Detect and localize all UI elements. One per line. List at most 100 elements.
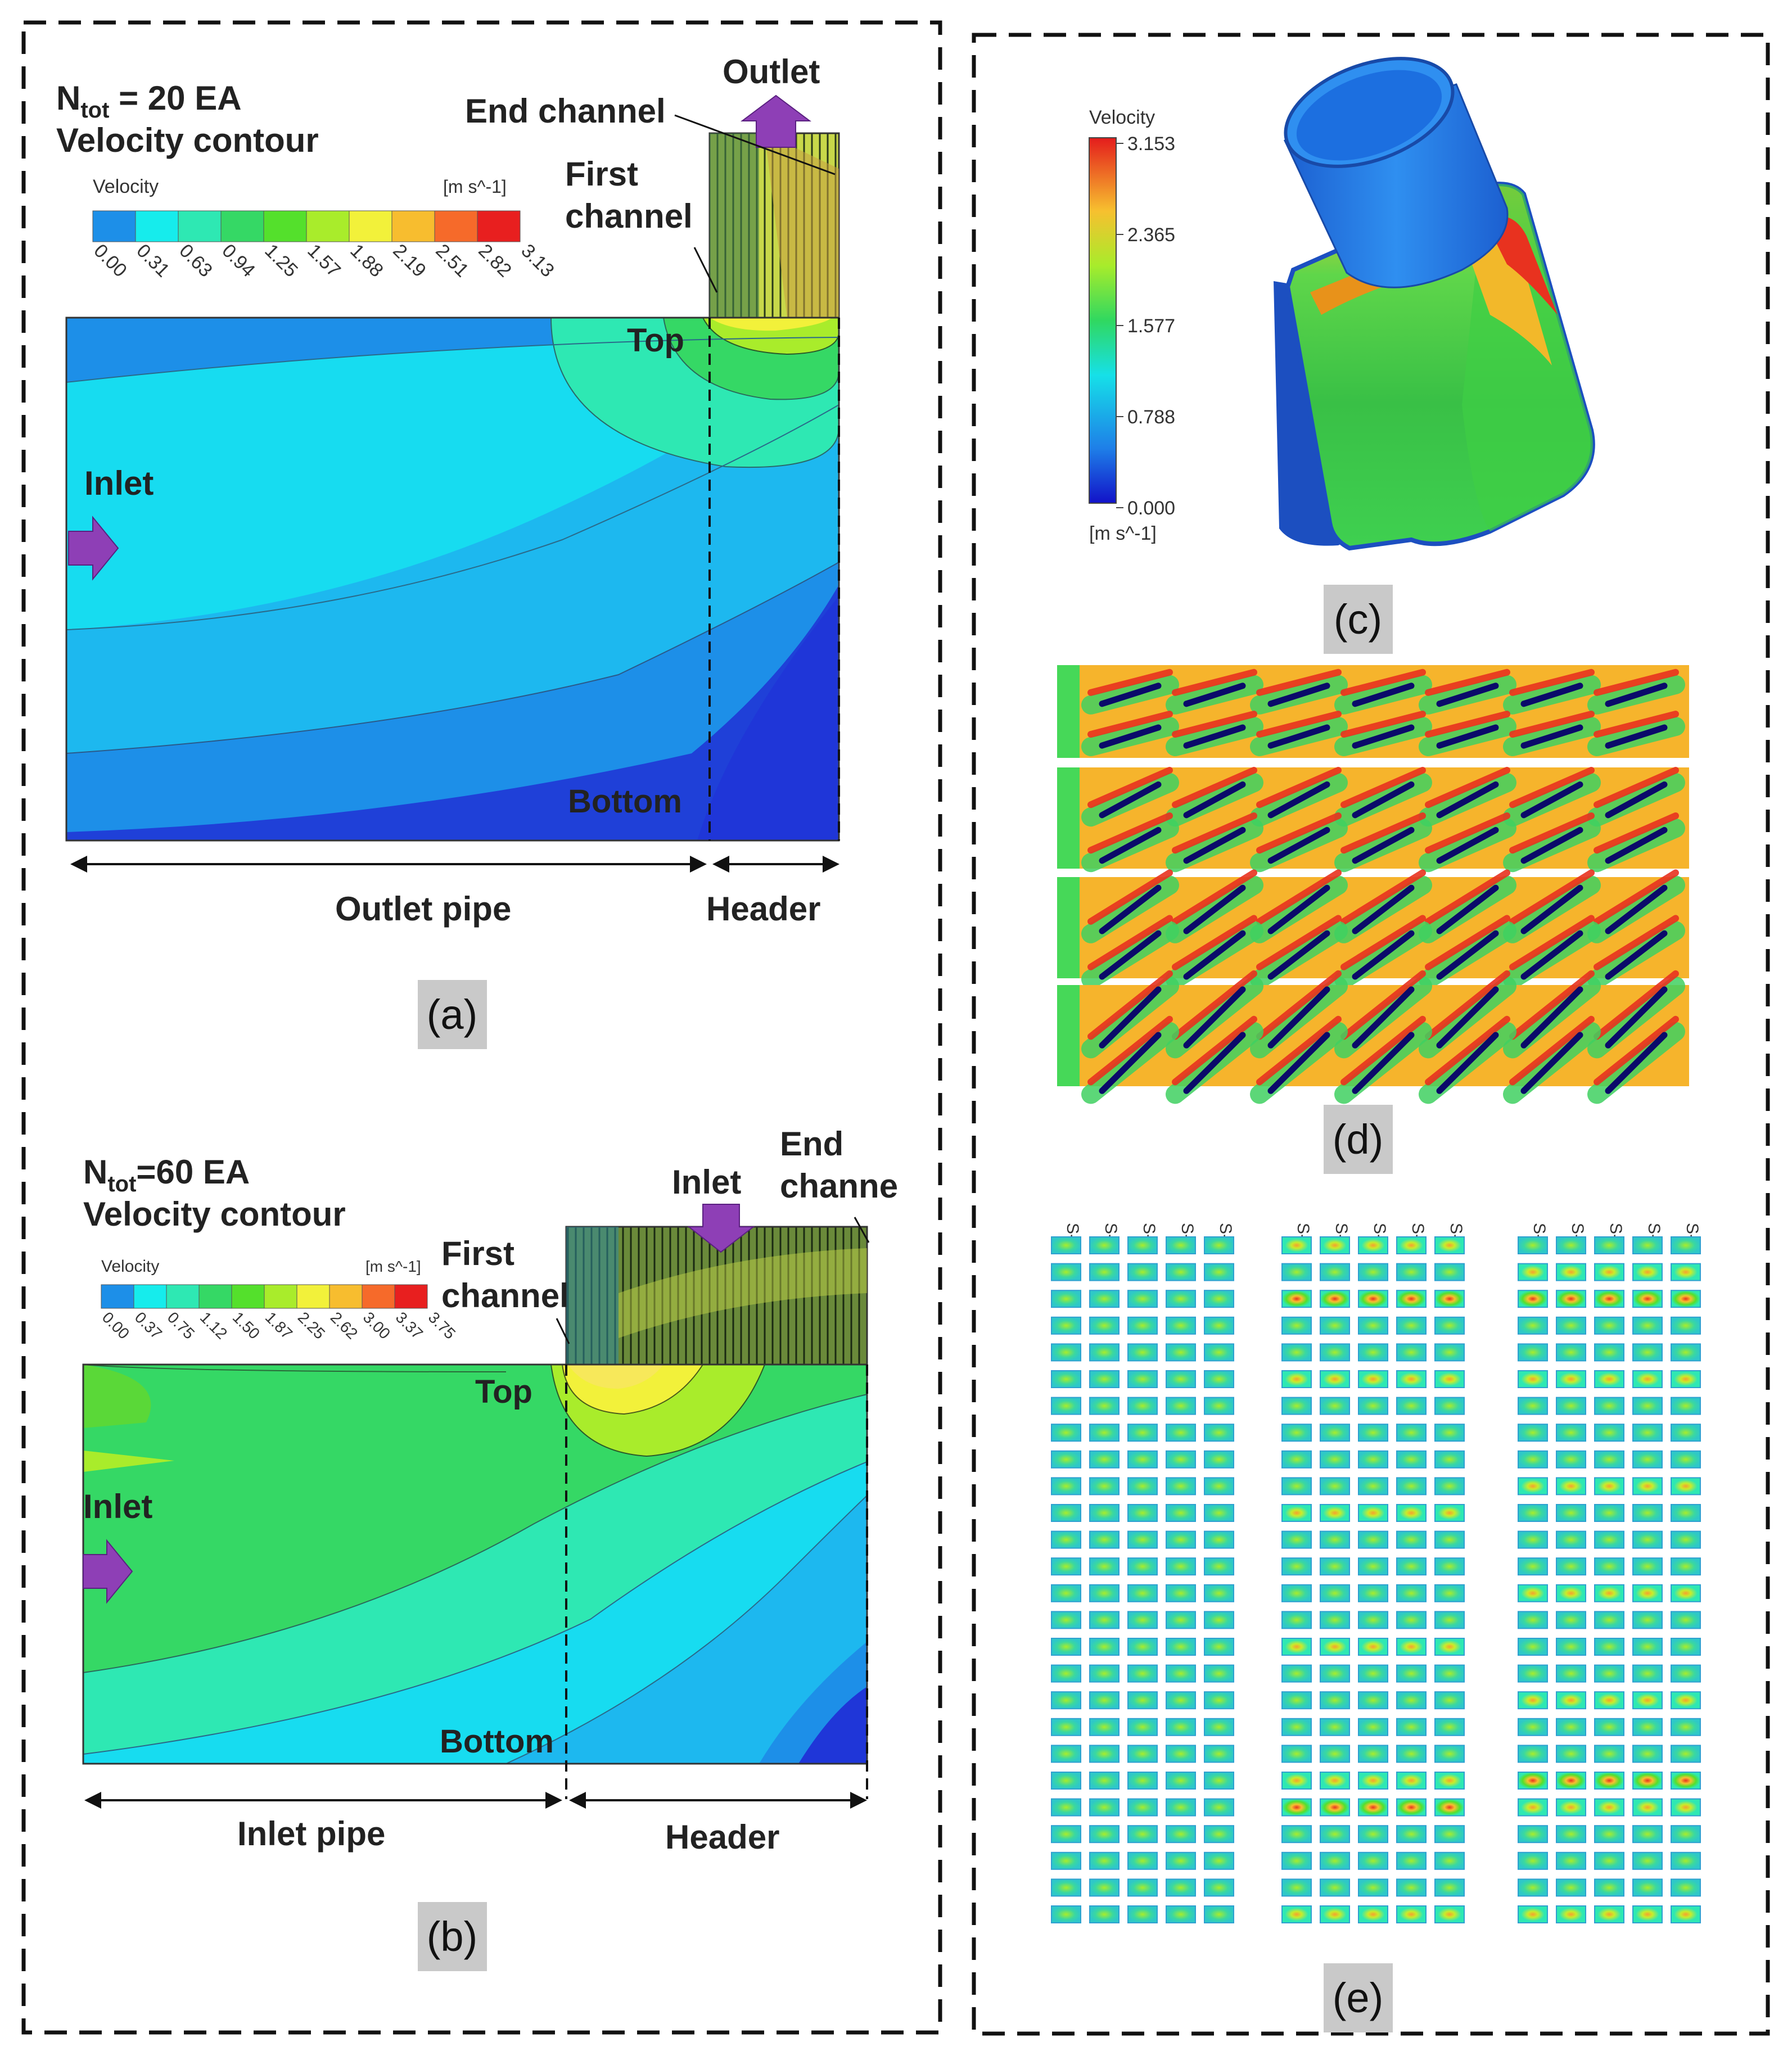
e-cell <box>1594 1450 1624 1469</box>
d-caption: (d) <box>1333 1116 1383 1163</box>
d-fin <box>1605 724 1668 749</box>
d-jet <box>1087 869 1173 925</box>
d-jet <box>1425 767 1510 808</box>
e-cell <box>1556 1557 1586 1576</box>
c-legend-tick: 0.000 <box>1127 498 1175 519</box>
e-cell <box>1434 1584 1465 1602</box>
c-legend-ticks: 3.153 2.365 1.577 0.788 0.000 <box>1116 133 1175 519</box>
e-cell <box>1051 1397 1081 1415</box>
e-cell <box>1166 1772 1196 1790</box>
e-cell <box>1320 1825 1350 1844</box>
d-jet <box>1594 812 1679 854</box>
b-inlet-top-arrow-icon <box>687 1204 755 1253</box>
e-cell <box>1089 1584 1120 1602</box>
d-fin <box>1352 930 1415 980</box>
d-fin <box>1267 930 1330 980</box>
d-jet <box>1172 767 1257 808</box>
e-cell <box>1594 1504 1624 1522</box>
e-cell <box>1281 1611 1312 1629</box>
e-cell <box>1594 1905 1624 1923</box>
d-fin <box>1099 781 1162 819</box>
d-jet <box>1256 767 1342 808</box>
e-cell <box>1051 1290 1081 1308</box>
e-cell <box>1166 1397 1196 1415</box>
e-cell <box>1051 1905 1081 1923</box>
e-cell <box>1166 1236 1196 1254</box>
e-cell <box>1204 1691 1234 1710</box>
e-cell <box>1051 1477 1081 1496</box>
e-cell <box>1127 1504 1158 1522</box>
b-legend-swatch <box>264 1284 297 1309</box>
e-cell <box>1166 1691 1196 1710</box>
e-cell <box>1089 1343 1120 1362</box>
d-fin <box>1267 1032 1330 1094</box>
e-cell <box>1671 1370 1701 1388</box>
e-cell <box>1166 1718 1196 1736</box>
e-cell <box>1281 1557 1312 1576</box>
e-cell <box>1671 1745 1701 1763</box>
e-cell <box>1051 1236 1081 1254</box>
d-jet <box>1340 970 1426 1040</box>
d-jet <box>1340 668 1426 696</box>
e-cell <box>1594 1772 1624 1790</box>
e-cell <box>1632 1718 1663 1736</box>
e-cell <box>1358 1905 1388 1923</box>
e-cell <box>1358 1584 1388 1602</box>
e-cell <box>1320 1530 1350 1549</box>
e-cell <box>1518 1450 1548 1469</box>
e-cell <box>1204 1851 1234 1870</box>
b-legend-swatch <box>394 1284 428 1309</box>
e-cell <box>1166 1611 1196 1629</box>
e-cell <box>1358 1343 1388 1362</box>
e-cell <box>1556 1718 1586 1736</box>
e-cell <box>1204 1504 1234 1522</box>
d-jet <box>1087 1015 1173 1086</box>
d-jet <box>1172 869 1257 925</box>
e-cell <box>1396 1718 1427 1736</box>
e-cell <box>1051 1263 1081 1281</box>
e-cell <box>1556 1370 1586 1388</box>
e-cell <box>1358 1477 1388 1496</box>
e-cell <box>1204 1772 1234 1790</box>
d-fin <box>1605 826 1668 864</box>
a-legend-tick: 0.31 <box>132 240 174 282</box>
b-header-label: Header <box>665 1818 779 1856</box>
e-cell <box>1320 1584 1350 1602</box>
e-cell <box>1358 1611 1388 1629</box>
b-legend-swatch <box>296 1284 330 1309</box>
b-inlet-arrow-icon <box>83 1539 133 1604</box>
e-cell <box>1434 1236 1465 1254</box>
c-legend-unit: [m s^-1] <box>1089 523 1157 544</box>
e-cell <box>1358 1370 1388 1388</box>
d-fin <box>1520 986 1583 1049</box>
e-cell <box>1281 1584 1312 1602</box>
b-legend-swatch <box>198 1284 232 1309</box>
e-cell <box>1518 1825 1548 1844</box>
e-cell <box>1320 1638 1350 1656</box>
e-cell <box>1434 1370 1465 1388</box>
e-cell <box>1671 1316 1701 1335</box>
e-cell <box>1204 1236 1234 1254</box>
e-cell <box>1434 1745 1465 1763</box>
d-jet <box>1087 711 1173 738</box>
e-cell <box>1434 1530 1465 1549</box>
b-legend-swatch <box>133 1284 167 1309</box>
e-cell <box>1166 1825 1196 1844</box>
e-cell <box>1204 1557 1234 1576</box>
e-cell <box>1632 1664 1663 1683</box>
e-cell <box>1281 1504 1312 1522</box>
e-cell <box>1434 1263 1465 1281</box>
e-cell <box>1632 1825 1663 1844</box>
e-cell <box>1089 1477 1120 1496</box>
e-cell <box>1051 1664 1081 1683</box>
e-cell <box>1358 1424 1388 1442</box>
a-legend-tick: 3.13 <box>517 240 558 282</box>
d-jet <box>1594 711 1679 738</box>
e-cell <box>1518 1691 1548 1710</box>
e-cell <box>1594 1290 1624 1308</box>
b-inlet-top-label: Inlet <box>672 1163 741 1201</box>
e-cell <box>1556 1236 1586 1254</box>
e-cell <box>1127 1905 1158 1923</box>
e-cell <box>1556 1825 1586 1844</box>
e-cell <box>1396 1584 1427 1602</box>
